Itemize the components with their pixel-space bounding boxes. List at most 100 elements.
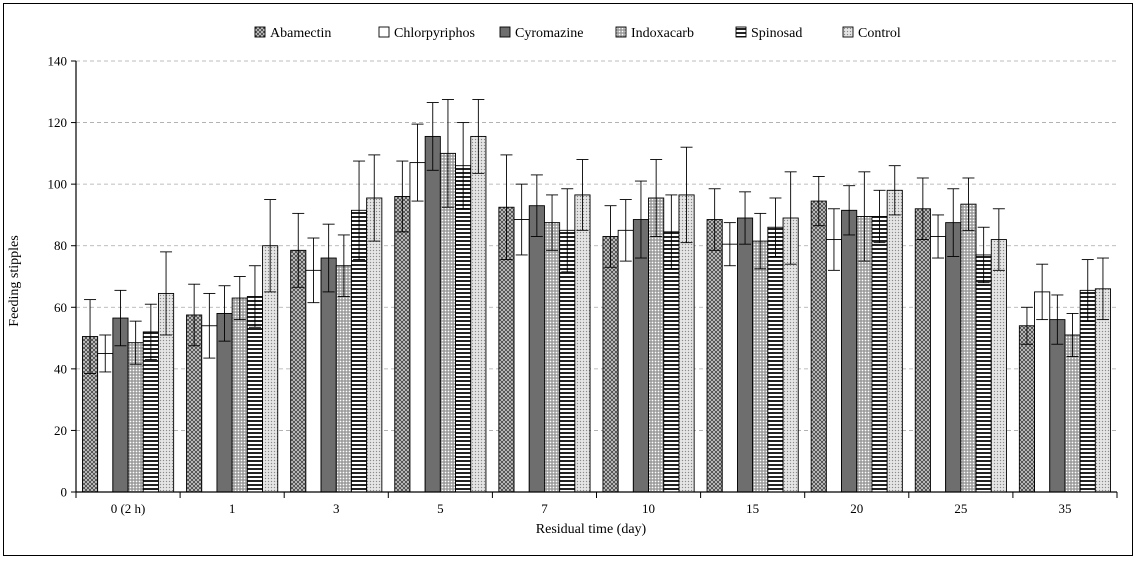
error-bars — [84, 99, 1109, 374]
legend-label: Chlorpyriphos — [394, 26, 475, 41]
legend-item-chlorpyriphos: Chlorpyriphos — [378, 26, 475, 41]
bar-indoxacarb-9 — [1064, 334, 1081, 493]
error-bar-indoxacarb-9 — [1066, 312, 1079, 357]
bar-chlorpyriphos-0 — [97, 353, 114, 493]
y-tick-label: 0 — [61, 485, 68, 500]
bar-chlorpyriphos-6 — [721, 243, 738, 493]
x-tick-label: 20 — [850, 501, 863, 516]
error-bar-indoxacarb-6 — [754, 212, 767, 270]
bar-indoxacarb-4 — [544, 222, 561, 493]
error-bar-abamectin-1 — [188, 283, 201, 347]
bar-cyromazine-5 — [632, 219, 649, 493]
error-bar-chlorpyriphos-0 — [99, 334, 112, 373]
x-tick-label: 5 — [437, 501, 444, 516]
error-bar-spinosad-7 — [873, 189, 886, 244]
y-tick-label: 120 — [48, 115, 68, 130]
bar-indoxacarb-8 — [960, 203, 977, 493]
bar-cyromazine-9 — [1049, 319, 1066, 493]
bar-chlorpyriphos-3 — [409, 162, 426, 493]
y-tick-label: 40 — [54, 361, 67, 376]
error-bar-indoxacarb-2 — [337, 234, 350, 297]
error-bar-control-0 — [160, 251, 173, 336]
x-tick-label: 10 — [642, 501, 655, 516]
legend-label: Cyromazine — [515, 26, 583, 41]
axes — [71, 60, 1118, 498]
error-bar-abamectin-4 — [500, 154, 513, 261]
error-bar-control-4 — [576, 159, 589, 231]
bar-control-7 — [886, 189, 903, 493]
gridlines — [76, 60, 1117, 431]
bar-cyromazine-4 — [528, 205, 545, 493]
error-bar-spinosad-1 — [248, 265, 261, 328]
error-bar-cyromazine-5 — [634, 180, 647, 259]
error-bar-chlorpyriphos-1 — [203, 292, 216, 359]
error-bar-control-9 — [1096, 257, 1109, 321]
legend-item-cyromazine: Cyromazine — [499, 26, 583, 41]
error-bar-abamectin-3 — [396, 160, 409, 233]
legend: Abamectin Chlorpyriphos Cyromazine Indoxaca… — [254, 26, 901, 41]
error-bar-control-6 — [784, 171, 797, 265]
chart-frame: 0 20 40 60 80 100 120 140 0 (2 h) 1 3 5 7 10 15 20 25 35 … — [3, 3, 1133, 556]
legend-item-indoxacarb: Indoxacarb — [615, 26, 694, 41]
error-bar-abamectin-6 — [708, 188, 721, 251]
error-bar-cyromazine-0 — [114, 289, 127, 347]
bar-chlorpyriphos-8 — [930, 236, 947, 493]
error-bar-cyromazine-4 — [530, 174, 543, 237]
error-bar-cyromazine-1 — [218, 285, 231, 342]
bar-cyromazine-7 — [841, 209, 858, 493]
bar-abamectin-9 — [1018, 325, 1035, 493]
error-bar-chlorpyriphos-7 — [827, 208, 840, 271]
legend-label: Abamectin — [270, 26, 331, 41]
error-bar-control-7 — [888, 165, 901, 216]
y-tick-label: 20 — [54, 423, 67, 438]
bar-chlorpyriphos-4 — [513, 219, 530, 493]
error-bar-spinosad-8 — [977, 226, 990, 284]
bar-spinosad-6 — [767, 226, 784, 493]
error-bar-chlorpyriphos-6 — [723, 222, 736, 267]
error-bar-indoxacarb-0 — [129, 320, 142, 365]
legend-swatch — [499, 26, 511, 38]
bar-control-3 — [470, 135, 487, 493]
error-bar-cyromazine-6 — [739, 191, 752, 245]
bar-control-8 — [990, 239, 1007, 493]
y-tick-label: 60 — [54, 300, 67, 315]
y-tick-label: 100 — [48, 177, 68, 192]
bar-spinosad-5 — [663, 231, 680, 493]
bar-spinosad-3 — [455, 165, 472, 493]
y-axis-title: Feeding stipples — [7, 235, 22, 326]
y-tick-label: 140 — [48, 54, 68, 69]
bar-control-4 — [574, 194, 591, 493]
error-bar-cyromazine-7 — [843, 185, 856, 236]
legend-item-control: Control — [842, 26, 901, 41]
error-bar-chlorpyriphos-4 — [515, 183, 528, 256]
legend-label: Indoxacarb — [631, 26, 694, 41]
error-bar-cyromazine-2 — [322, 223, 335, 293]
error-bar-spinosad-3 — [457, 122, 470, 210]
error-bar-chlorpyriphos-2 — [307, 237, 320, 304]
legend-swatch — [735, 26, 747, 38]
error-bar-abamectin-7 — [812, 175, 825, 227]
bar-abamectin-7 — [810, 200, 827, 493]
bar-indoxacarb-6 — [752, 240, 769, 493]
legend-swatch — [842, 26, 854, 38]
error-bar-spinosad-2 — [353, 160, 366, 261]
bar-cyromazine-2 — [320, 257, 337, 493]
error-bar-control-2 — [368, 154, 381, 242]
bar-indoxacarb-0 — [127, 342, 144, 493]
x-tick-label: 1 — [229, 501, 236, 516]
error-bar-cyromazine-3 — [426, 102, 439, 171]
bar-abamectin-5 — [602, 236, 619, 493]
error-bar-indoxacarb-1 — [233, 276, 246, 321]
error-bar-cyromazine-9 — [1051, 294, 1064, 345]
error-bar-abamectin-5 — [604, 205, 617, 268]
x-tick-label: 35 — [1058, 501, 1071, 516]
bar-chlorpyriphos-2 — [305, 269, 322, 493]
error-bar-cyromazine-8 — [947, 188, 960, 257]
x-tick-label: 0 (2 h) — [111, 501, 146, 516]
x-tick-label: 3 — [333, 501, 340, 516]
error-bar-control-1 — [264, 199, 277, 293]
error-bar-spinosad-9 — [1081, 259, 1094, 322]
error-bar-chlorpyriphos-5 — [619, 199, 632, 262]
